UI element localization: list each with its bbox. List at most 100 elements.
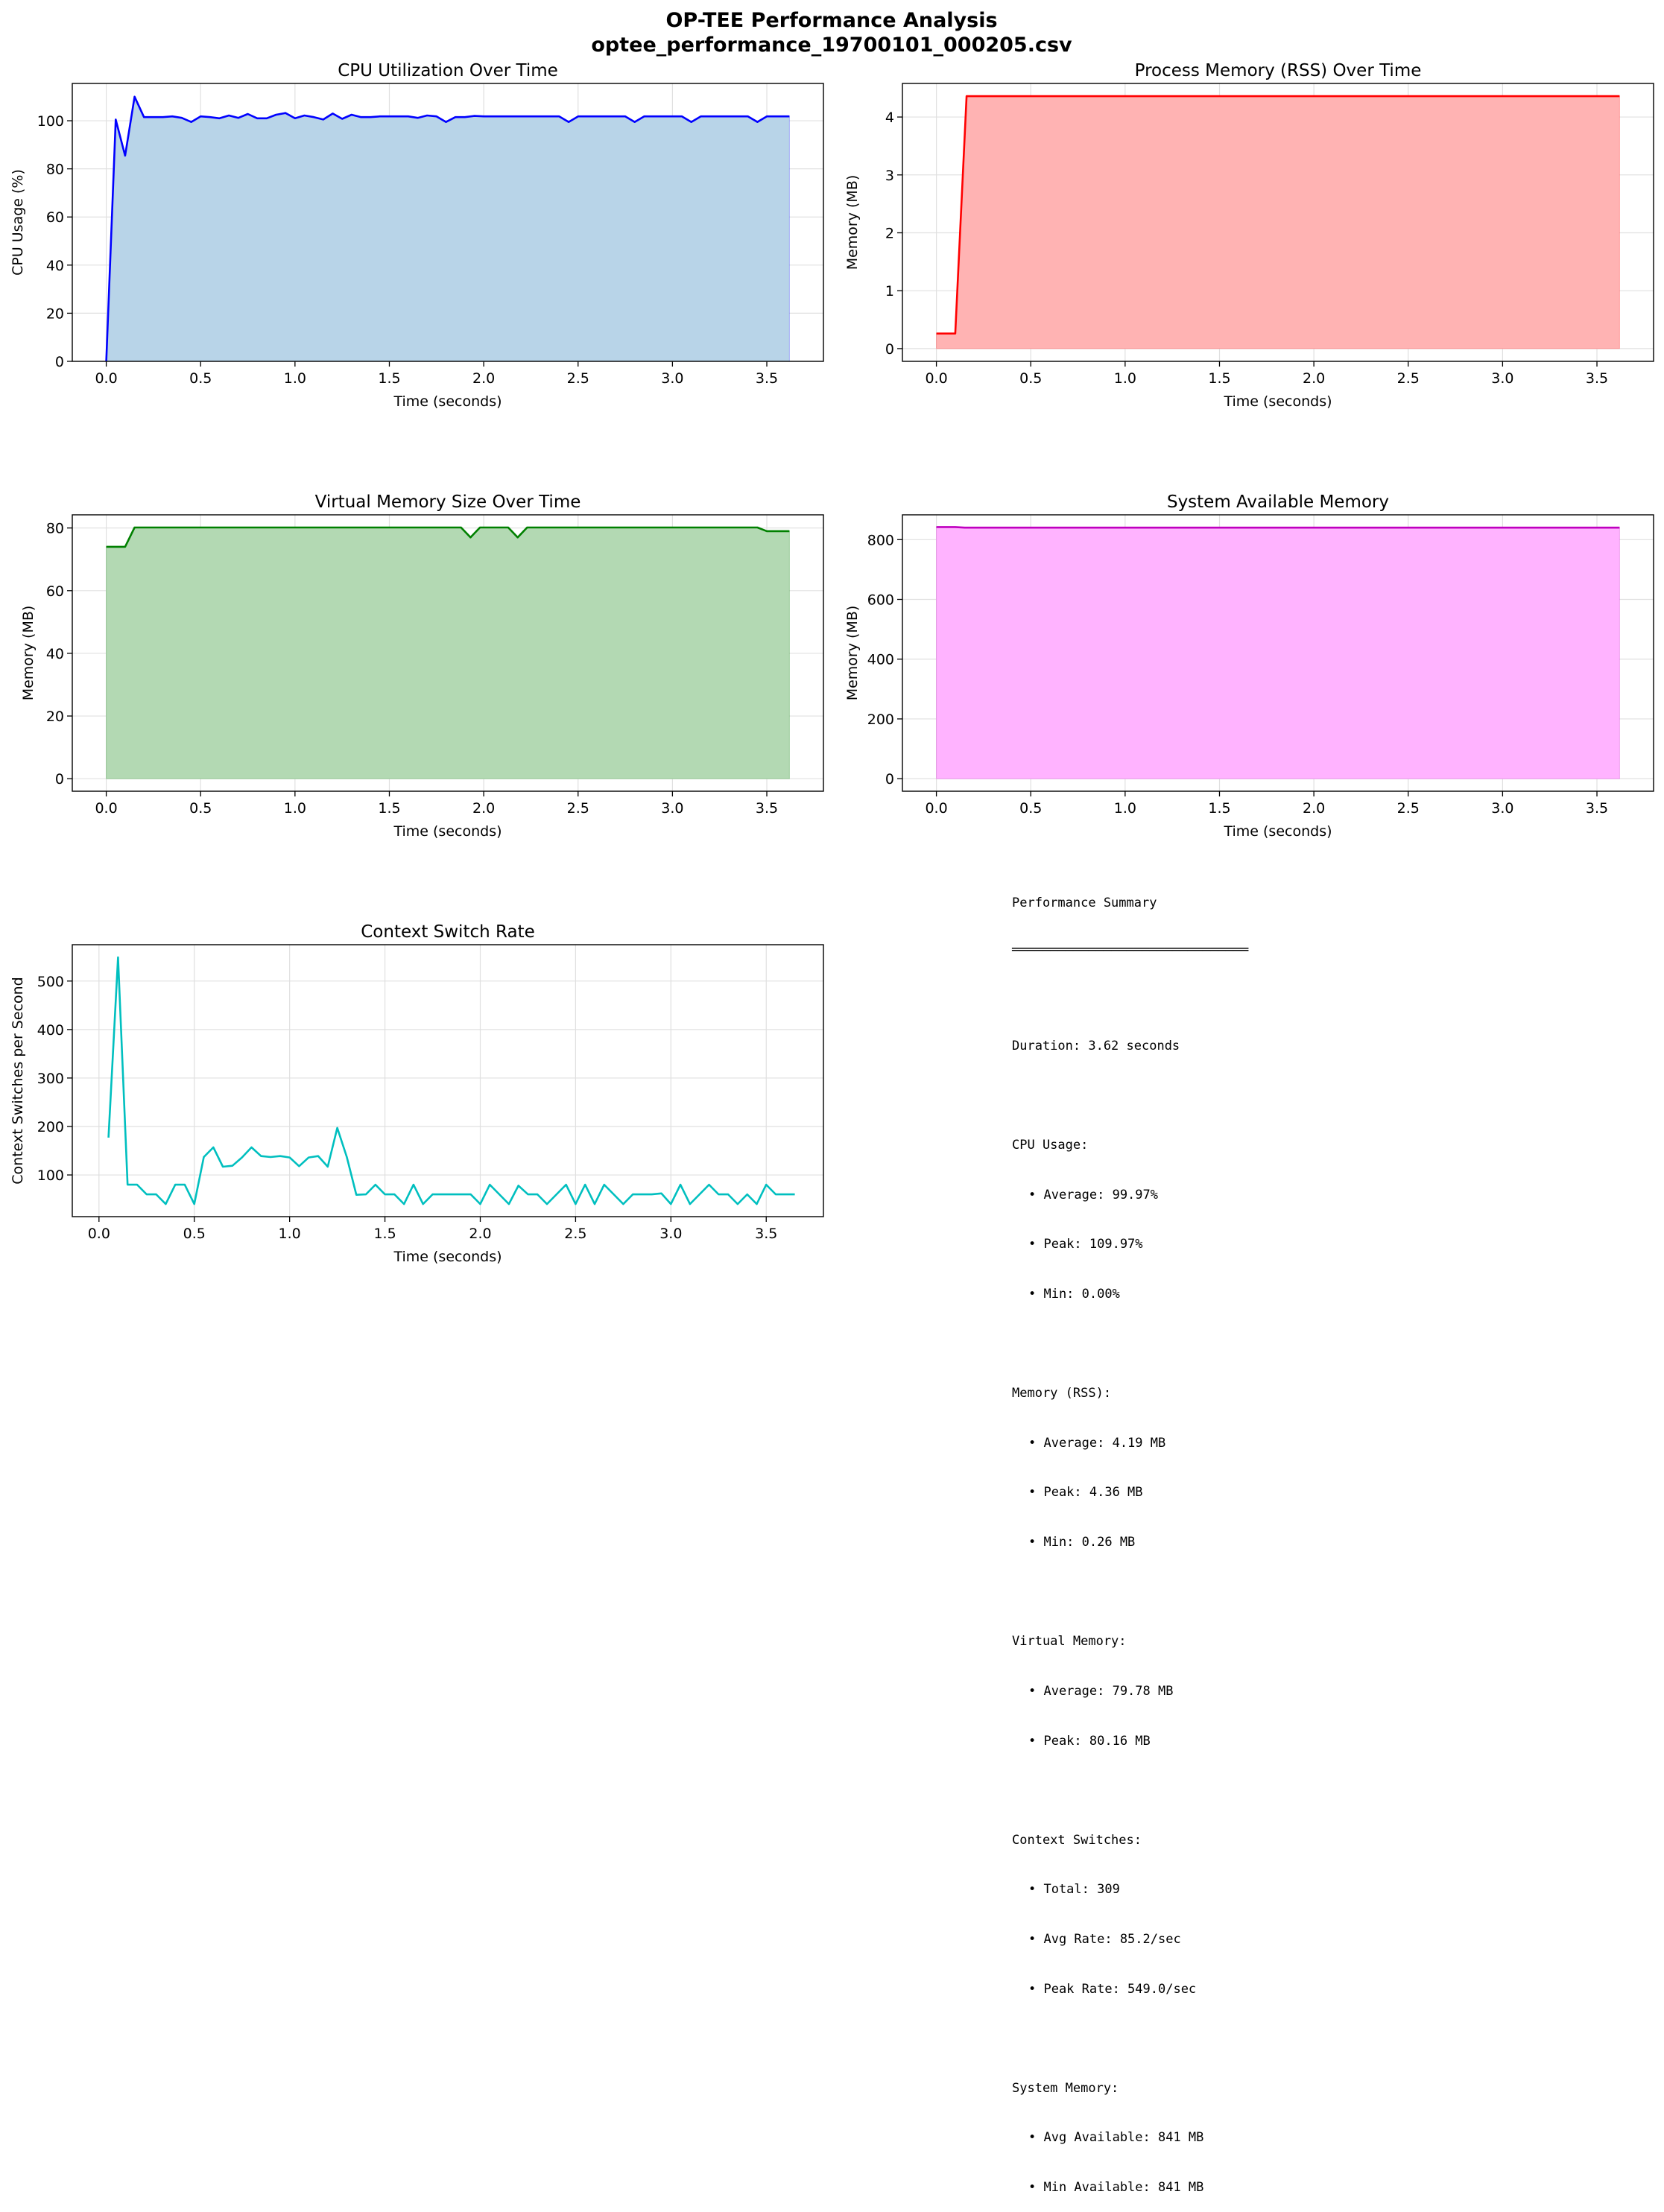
x-tick-label: 3.0 xyxy=(659,1226,682,1242)
chart-cpu: 0.0 0.5 1.0 1.5 2.0 2.5 3.0 3.5 0 20 40 60 80 100 CPU … xyxy=(10,61,824,410)
summary-heading: Performance Summary xyxy=(1012,896,1157,911)
y-tick-label: 500 xyxy=(37,974,64,990)
x-tick-label: 3.5 xyxy=(756,370,778,387)
summary-cs-peak-rate: • Peak Rate: 549.0/sec xyxy=(1028,1981,1197,1997)
series-area xyxy=(936,95,1620,349)
x-tick-label: 0.0 xyxy=(925,800,947,817)
chart-title: System Available Memory xyxy=(1167,492,1389,512)
x-tick-label: 3.0 xyxy=(661,370,683,387)
performance-summary: Performance Summary ════════════════════… xyxy=(1012,862,1248,2212)
y-tick-label: 80 xyxy=(46,162,64,178)
y-tick-label: 0 xyxy=(55,354,64,370)
series-line xyxy=(106,526,790,548)
x-tick-label: 0.0 xyxy=(88,1226,110,1242)
x-tick-label: 2.0 xyxy=(472,800,495,817)
x-axis-label: Time (seconds) xyxy=(393,823,502,840)
x-tick-label: 3.5 xyxy=(1586,370,1608,387)
y-tick-label: 20 xyxy=(46,709,64,725)
x-tick-label: 3.5 xyxy=(1586,800,1608,817)
x-tick-label: 0.0 xyxy=(925,370,947,387)
x-tick-label: 1.0 xyxy=(1114,370,1136,387)
x-tick-label: 0.0 xyxy=(95,800,117,817)
series-line xyxy=(936,95,1620,335)
summary-rss-min: • Min: 0.26 MB xyxy=(1028,1535,1136,1550)
x-tick-label: 3.0 xyxy=(1491,370,1513,387)
summary-sys-avg-available: • Avg Available: 841 MB xyxy=(1028,2130,1204,2146)
chart-rss: 0.0 0.5 1.0 1.5 2.0 2.5 3.0 3.5 0 1 2 3 4 Process Mem… xyxy=(844,61,1654,410)
x-tick-label: 1.5 xyxy=(378,370,400,387)
y-tick-label: 100 xyxy=(37,1167,64,1184)
x-axis-label: Time (seconds) xyxy=(393,1249,502,1265)
summary-cs-header: Context Switches: xyxy=(1012,1832,1142,1848)
summary-rss-peak: • Peak: 4.36 MB xyxy=(1028,1485,1143,1500)
series-line xyxy=(105,95,790,362)
x-tick-label: 0.5 xyxy=(1019,370,1042,387)
y-axis-label: Memory (MB) xyxy=(844,175,861,270)
y-tick-label: 200 xyxy=(37,1119,64,1135)
y-axis-label: Context Switches per Second xyxy=(10,977,26,1184)
y-tick-label: 400 xyxy=(37,1022,64,1039)
summary-sys-min-available: • Min Available: 841 MB xyxy=(1028,2179,1204,2195)
x-tick-label: 0.5 xyxy=(1019,800,1042,817)
y-tick-label: 3 xyxy=(885,168,894,184)
chart-title: Process Memory (RSS) Over Time xyxy=(1135,61,1422,80)
series-area xyxy=(936,526,1620,779)
plot-frame xyxy=(72,944,824,1217)
summary-rss-header: Memory (RSS): xyxy=(1012,1386,1112,1401)
y-tick-label: 0 xyxy=(885,341,894,358)
plot-frame xyxy=(902,514,1654,792)
chart-title: Virtual Memory Size Over Time xyxy=(315,492,581,512)
x-tick-label: 2.5 xyxy=(1397,370,1420,387)
x-tick-label: 0.5 xyxy=(189,800,212,817)
summary-cs-avg-rate: • Avg Rate: 85.2/sec xyxy=(1028,1931,1181,1947)
summary-sys-header: System Memory: xyxy=(1012,2080,1119,2096)
figure: OP-TEE Performance Analysis optee_perfor… xyxy=(10,9,1654,1265)
y-tick-label: 60 xyxy=(46,583,64,600)
figure-subtitle: optee_performance_19700101_000205.csv xyxy=(591,34,1072,57)
x-tick-label: 2.5 xyxy=(567,370,589,387)
y-axis-label: Memory (MB) xyxy=(20,606,37,701)
summary-duration: Duration: 3.62 seconds xyxy=(1012,1039,1180,1054)
chart-vm: 0.0 0.5 1.0 1.5 2.0 2.5 3.0 3.5 0 20 40 60 80 Virtual… xyxy=(20,492,824,840)
y-tick-label: 200 xyxy=(867,712,894,728)
x-tick-label: 1.5 xyxy=(1208,370,1230,387)
y-tick-label: 600 xyxy=(867,592,894,609)
x-tick-label: 2.5 xyxy=(567,800,589,817)
y-tick-label: 800 xyxy=(867,532,894,548)
x-tick-label: 2.0 xyxy=(1303,800,1325,817)
series-area xyxy=(106,527,790,779)
x-tick-label: 2.5 xyxy=(1397,800,1420,817)
y-axis-label: Memory (MB) xyxy=(844,606,861,701)
x-tick-label: 1.5 xyxy=(1208,800,1230,817)
y-tick-label: 100 xyxy=(37,113,64,130)
summary-cpu-header: CPU Usage: xyxy=(1012,1138,1089,1153)
x-axis-label: Time (seconds) xyxy=(393,393,502,410)
chart-sysmem: 0.0 0.5 1.0 1.5 2.0 2.5 3.0 3.5 0 200 400 600 800 Sys… xyxy=(844,492,1654,840)
summary-cs-total: • Total: 309 xyxy=(1028,1882,1120,1898)
series-area xyxy=(106,95,790,362)
x-tick-label: 2.5 xyxy=(564,1226,586,1242)
y-tick-label: 60 xyxy=(46,209,64,226)
chart-ctxsw: 0.0 0.5 1.0 1.5 2.0 2.5 3.0 3.5 100 200 300 400 500 C… xyxy=(10,922,824,1265)
plot-frame xyxy=(72,514,824,792)
summary-vm-header: Virtual Memory: xyxy=(1012,1634,1127,1650)
summary-underline: ═══════════════════════════════ xyxy=(1012,942,1249,958)
y-tick-label: 300 xyxy=(37,1071,64,1087)
y-tick-label: 40 xyxy=(46,646,64,662)
summary-rss-average: • Average: 4.19 MB xyxy=(1028,1435,1166,1451)
chart-title: Context Switch Rate xyxy=(361,922,535,942)
y-tick-label: 400 xyxy=(867,652,894,668)
series-line xyxy=(107,956,795,1205)
x-tick-label: 3.0 xyxy=(661,800,683,817)
x-tick-label: 1.0 xyxy=(284,370,306,387)
x-tick-label: 0.0 xyxy=(95,370,117,387)
y-tick-label: 80 xyxy=(46,521,64,537)
x-axis-label: Time (seconds) xyxy=(1223,823,1332,840)
x-tick-label: 3.0 xyxy=(1491,800,1513,817)
x-tick-label: 1.5 xyxy=(378,800,400,817)
summary-vm-average: • Average: 79.78 MB xyxy=(1028,1683,1174,1699)
plot-frame xyxy=(902,83,1654,362)
y-axis-label: CPU Usage (%) xyxy=(10,169,26,276)
y-tick-label: 2 xyxy=(885,225,894,241)
x-tick-label: 2.0 xyxy=(472,370,495,387)
